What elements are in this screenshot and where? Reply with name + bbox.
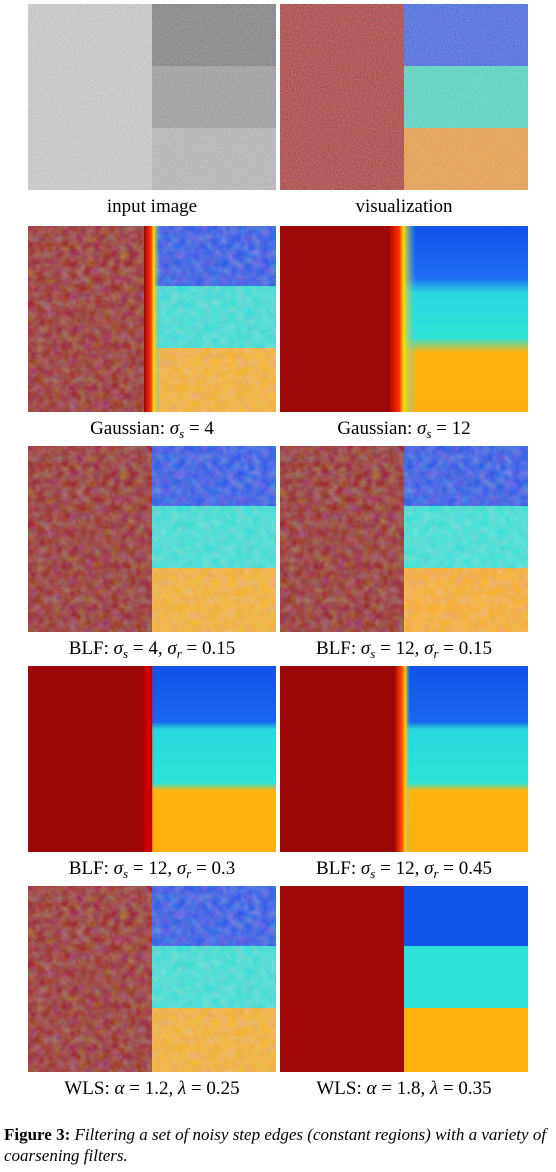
sigma-s-value: 4 xyxy=(148,638,158,659)
panel-input-image xyxy=(28,4,276,190)
alpha-value: 1.8 xyxy=(396,1078,421,1099)
sigma-r-value: 0.15 xyxy=(458,638,492,659)
figure-caption-text: Filtering a set of noisy step edges (con… xyxy=(4,1125,547,1165)
method-label: BLF: xyxy=(316,638,357,659)
blf-4-graphic xyxy=(280,666,528,852)
caption-gaussian-4: Gaussian: σs = 4 xyxy=(90,418,214,441)
figure-label: Figure 3: xyxy=(4,1125,71,1144)
input-image-graphic xyxy=(28,4,276,190)
method-label: Gaussian: xyxy=(90,418,166,439)
panel-blf-2 xyxy=(280,446,528,632)
panel-blf-1 xyxy=(28,446,276,632)
sigma-s-value: 12 xyxy=(451,418,471,439)
sigma-r-value: 0.45 xyxy=(458,858,492,879)
wls-1-graphic xyxy=(28,886,276,1072)
panel-wls-1 xyxy=(28,886,276,1072)
lambda-value: 0.25 xyxy=(206,1078,240,1099)
blf-2-graphic xyxy=(280,446,528,632)
panel-blf-3 xyxy=(28,666,276,852)
sigma-s-value: 12 xyxy=(148,858,168,879)
wls-2-graphic xyxy=(280,886,528,1072)
gaussian-4-graphic xyxy=(28,226,276,412)
caption-blf-3: BLF: σs = 12, σr = 0.3 xyxy=(68,858,236,881)
method-label: WLS: xyxy=(316,1078,362,1099)
sigma-s-value: 12 xyxy=(395,858,415,879)
figure-caption: Figure 3: Filtering a set of noisy step … xyxy=(4,1124,554,1166)
method-label: WLS: xyxy=(64,1078,110,1099)
sigma-r-value: 0.3 xyxy=(211,858,236,879)
gaussian-12-graphic xyxy=(280,226,528,412)
blf-1-graphic xyxy=(28,446,276,632)
blf-3-graphic xyxy=(28,666,276,852)
method-label: BLF: xyxy=(316,858,357,879)
lambda-value: 0.35 xyxy=(458,1078,492,1099)
sigma-r-value: 0.15 xyxy=(201,638,236,659)
caption-input-image: input image xyxy=(106,196,198,217)
caption-blf-2: BLF: σs = 12, σr = 0.15 xyxy=(316,638,492,661)
method-label: BLF: xyxy=(68,858,109,879)
method-label: Gaussian: xyxy=(337,418,413,439)
panel-visualization xyxy=(280,4,528,190)
caption-blf-1: BLF: σs = 4, σr = 0.15 xyxy=(68,638,236,661)
panel-blf-4 xyxy=(280,666,528,852)
caption-visualization: visualization xyxy=(355,196,453,217)
panel-gaussian-12 xyxy=(280,226,528,412)
caption-wls-1: WLS: α = 1.2, λ = 0.25 xyxy=(64,1078,240,1099)
alpha-value: 1.2 xyxy=(144,1078,169,1099)
caption-wls-2: WLS: α = 1.8, λ = 0.35 xyxy=(316,1078,492,1099)
caption-blf-4: BLF: σs = 12, σr = 0.45 xyxy=(316,858,492,881)
visualization-graphic xyxy=(280,4,528,190)
sigma-s-value: 12 xyxy=(395,638,415,659)
method-label: BLF: xyxy=(68,638,109,659)
panel-wls-2 xyxy=(280,886,528,1072)
panel-gaussian-4 xyxy=(28,226,276,412)
sigma-s-value: 4 xyxy=(204,418,214,439)
caption-gaussian-12: Gaussian: σs = 12 xyxy=(337,418,471,441)
